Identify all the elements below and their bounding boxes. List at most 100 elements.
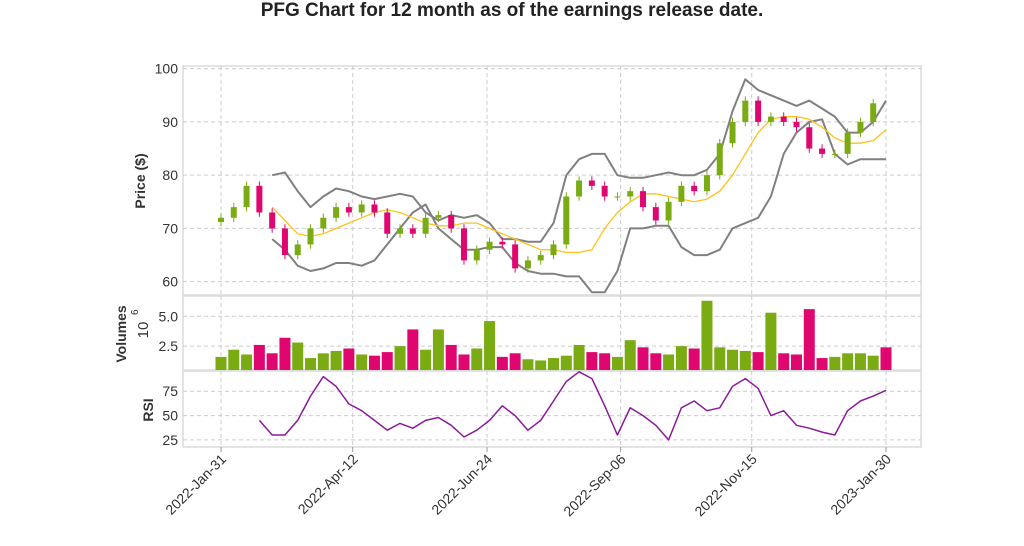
volume-bar (701, 300, 713, 370)
candle-up (678, 185, 685, 202)
volume-bar (394, 346, 406, 370)
volume-bar (688, 348, 700, 370)
volume-bar (599, 353, 611, 370)
candle-up (870, 103, 877, 122)
rsi-line (258, 371, 887, 441)
candle-down (409, 228, 416, 234)
candle-down (384, 212, 391, 234)
volume-bar (548, 358, 559, 370)
volume-bar (368, 355, 380, 370)
volume-bar (215, 356, 227, 370)
candle-down (512, 244, 519, 269)
volume-bar (560, 355, 572, 370)
price-y-tick-label: 80 (162, 167, 178, 183)
volume-bar (458, 354, 470, 370)
candle-up (665, 201, 672, 221)
candle-down (601, 185, 608, 197)
volume-bar (228, 349, 240, 370)
volume-bar (535, 360, 547, 370)
candle-down (640, 191, 647, 208)
volume-bar (432, 329, 444, 370)
candle-up (524, 260, 531, 269)
volume-bar (381, 352, 393, 370)
candle-up (550, 244, 557, 256)
volume-axis-label: Volumes (113, 305, 129, 363)
candle-up (435, 215, 442, 218)
volume-bar (509, 353, 521, 370)
price-axis-label: Price ($) (132, 153, 148, 208)
candle-up (486, 241, 493, 250)
candle-up (230, 207, 237, 218)
candle-up (742, 100, 749, 122)
x-tick-label: 2022-Nov-15 (691, 451, 760, 520)
rsi-y-tick-label: 50 (162, 408, 178, 424)
volume-bar (573, 344, 585, 370)
volume-bar (765, 312, 777, 370)
candle-up (767, 116, 774, 122)
candle-up (563, 196, 570, 245)
candle-down (691, 185, 698, 192)
x-tick-label: 2022-Jan-31 (162, 451, 229, 518)
rsi-axis-label: RSI (140, 398, 156, 421)
volume-bar (330, 350, 342, 370)
upper-bollinger-band (271, 78, 887, 243)
rsi-y-tick-label: 25 (162, 432, 178, 448)
candle-up (576, 180, 583, 197)
volume-bar (484, 321, 496, 370)
candle-up (537, 255, 544, 261)
volume-bar (854, 353, 866, 370)
x-tick-label: 2022-Sep-06 (560, 451, 629, 520)
volume-bar (266, 353, 278, 370)
volume-bar (778, 353, 790, 370)
candle-down (448, 215, 455, 229)
price-panel-frame (182, 65, 922, 296)
volume-bar (675, 346, 687, 370)
candle-up (614, 196, 621, 198)
volume-bar (292, 342, 304, 370)
candle-up (422, 217, 429, 234)
volume-bar (829, 356, 841, 370)
volume-bar (279, 337, 291, 370)
candle-up (844, 132, 851, 154)
volume-bar (305, 358, 317, 370)
candle-down (460, 228, 467, 261)
volume-scale-label: 10 (135, 322, 152, 339)
candle-down (256, 185, 263, 213)
volume-bar (496, 356, 508, 370)
candle-up (473, 249, 480, 261)
volume-bar (739, 350, 751, 370)
candle-down (269, 212, 276, 229)
candle-down (755, 100, 762, 122)
candle-up (218, 217, 224, 223)
candle-up (243, 185, 250, 208)
candle-down (371, 204, 378, 213)
candle-up (729, 121, 736, 144)
rsi-y-tick-label: 75 (162, 383, 178, 399)
volume-bar (752, 352, 764, 370)
rsi-panel-frame (182, 370, 922, 448)
candle-up (831, 153, 838, 155)
candle-up (320, 217, 327, 229)
candle-up (857, 121, 864, 133)
candle-down (499, 241, 506, 245)
price-y-tick-label: 70 (162, 220, 178, 236)
volume-bar (317, 353, 329, 370)
price-y-tick-label: 90 (162, 114, 178, 130)
volume-bar (445, 344, 457, 370)
volume-bar (880, 347, 892, 370)
volume-bar (867, 355, 879, 370)
volume-bar (650, 353, 662, 370)
candle-up (358, 204, 365, 213)
candle-down (806, 127, 813, 149)
candle-down (281, 228, 288, 256)
volume-bar (663, 354, 675, 370)
candle-down (652, 207, 659, 221)
price-y-tick-label: 100 (155, 61, 179, 77)
candle-down (793, 121, 800, 128)
x-tick-label: 2023-Jan-30 (827, 451, 894, 518)
candle-down (345, 207, 352, 213)
candle-down (780, 116, 787, 122)
volume-bar (420, 349, 432, 370)
volume-bar (803, 309, 815, 370)
